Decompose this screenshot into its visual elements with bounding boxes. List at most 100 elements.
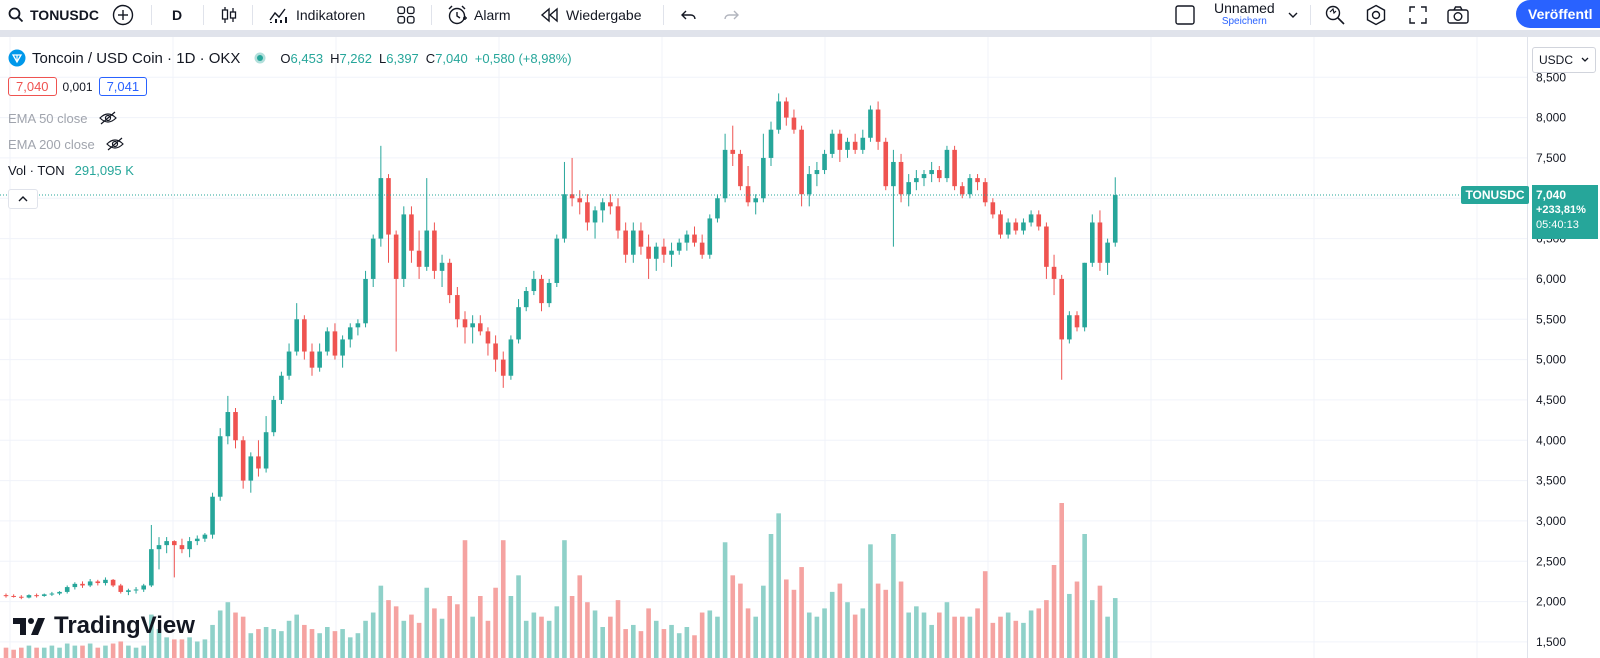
screenshot-button[interactable] <box>1446 0 1470 30</box>
alarm-label: Alarm <box>474 7 511 23</box>
price-tick-label: 4,500 <box>1536 393 1566 407</box>
volume-bar <box>478 596 483 658</box>
fullscreen-button[interactable] <box>1408 0 1428 30</box>
volume-bar <box>355 633 361 658</box>
publish-label: Veröffentl <box>1528 6 1593 22</box>
volume-bar <box>891 534 896 658</box>
volume-bar <box>347 637 353 658</box>
volume-bar <box>1105 616 1110 658</box>
candle-body <box>263 432 269 469</box>
candle-body <box>432 230 437 271</box>
buy-price-button[interactable]: 7,041 <box>98 77 148 96</box>
volume-bar <box>738 583 743 658</box>
candle-body <box>1059 278 1064 340</box>
candle-body <box>378 178 384 239</box>
grid-icon <box>396 5 416 25</box>
eye-hidden-icon[interactable] <box>105 136 125 152</box>
candle-body <box>141 585 146 590</box>
candle-body <box>585 202 590 223</box>
candle-body <box>87 581 93 586</box>
eye-hidden-icon[interactable] <box>98 110 118 126</box>
price-tick-label: 2,000 <box>1536 595 1566 609</box>
last-price-value: 7,040 <box>1536 188 1567 203</box>
candle-body <box>761 157 766 199</box>
volume-bar <box>194 641 200 658</box>
indicators-button[interactable]: Indikatoren <box>268 0 365 30</box>
close-label: C <box>425 50 436 66</box>
layout-menu[interactable]: Unnamed Speichern <box>1174 0 1299 30</box>
candle-body <box>676 242 682 251</box>
candle-body <box>784 101 789 118</box>
candle-body <box>860 137 866 150</box>
candle-body <box>19 596 24 598</box>
settings-button[interactable] <box>1365 0 1387 30</box>
candle-body <box>967 178 973 195</box>
candle-body <box>959 186 965 195</box>
candle-body <box>715 198 720 219</box>
ema200-legend[interactable]: EMA 200 close <box>8 136 125 152</box>
compare-button[interactable] <box>112 0 134 30</box>
candle-body <box>393 234 399 279</box>
collapse-legend-button[interactable] <box>8 189 38 209</box>
price-tick-label: 6,000 <box>1536 272 1566 286</box>
volume-bar <box>72 645 78 658</box>
price-tick-label: 8,500 <box>1536 70 1566 84</box>
last-change-value: +233,81% <box>1536 204 1586 217</box>
volume-bar <box>416 622 422 658</box>
layout-name-block: Unnamed Speichern <box>1214 1 1275 28</box>
candle-body <box>500 359 506 376</box>
symbol-title[interactable]: Toncoin / USD Coin · 1D · OKX <box>32 49 241 67</box>
candle-body <box>118 585 124 592</box>
replay-button[interactable]: Wiedergabe <box>540 0 642 30</box>
publish-button[interactable]: Veröffentl <box>1516 0 1600 28</box>
candle-body <box>164 541 169 546</box>
candle-body <box>852 141 858 150</box>
volume-bar <box>57 647 62 658</box>
volume-bar <box>692 635 697 658</box>
chevron-up-icon <box>17 195 29 203</box>
alarm-button[interactable]: Alarm <box>446 0 511 30</box>
ohlc-values: O 6,453 H 7,262 L 6,397 C 7,040 +0,580 (+8,9… <box>280 51 571 66</box>
symbol-search[interactable]: TONUSDC <box>8 0 99 30</box>
candle-body <box>730 149 736 154</box>
currency-select[interactable]: USDC <box>1532 47 1596 73</box>
interval-button[interactable]: D <box>172 0 182 30</box>
volume-bar <box>141 645 146 658</box>
volume-bar <box>1051 565 1057 658</box>
candle-body <box>355 323 361 328</box>
candle-body <box>982 182 988 203</box>
chart-area[interactable]: 8,5008,0007,5007,0006,5006,0005,5005,000… <box>0 37 1600 658</box>
volume-bar <box>523 620 529 658</box>
volume-bar <box>210 624 215 658</box>
sell-price-button[interactable]: 7,040 <box>8 77 57 96</box>
candle-body <box>1051 266 1057 279</box>
templates-button[interactable] <box>396 0 416 30</box>
candle-body <box>799 129 804 195</box>
ema50-legend[interactable]: EMA 50 close <box>8 110 118 126</box>
quick-search-button[interactable] <box>1324 0 1346 30</box>
volume-bars <box>3 503 1118 658</box>
candle-body <box>294 319 299 352</box>
candle-body <box>363 278 368 324</box>
interval-label: D <box>172 7 183 23</box>
volume-legend[interactable]: Vol · TON 291,095 K <box>8 163 134 178</box>
candle-body <box>279 375 284 400</box>
volume-bar <box>294 614 299 658</box>
chart-type-button[interactable] <box>219 0 239 30</box>
candle-body <box>707 218 713 255</box>
candle-body <box>1021 222 1026 231</box>
volume-bar <box>868 544 873 658</box>
volume-bar <box>325 627 330 658</box>
volume-bar <box>19 647 24 658</box>
tradingview-logo[interactable]: TradingView <box>12 612 195 640</box>
chart-canvas[interactable]: 8,5008,0007,5007,0006,5006,0005,5005,000… <box>0 37 1600 658</box>
volume-bar <box>829 591 835 658</box>
volume-bar <box>1097 585 1103 658</box>
undo-button[interactable] <box>680 0 698 30</box>
price-tick-label: 8,000 <box>1536 111 1566 125</box>
redo-button[interactable] <box>722 0 740 30</box>
toolbar-divider <box>151 5 152 25</box>
volume-bar <box>814 616 820 658</box>
candle-body <box>325 331 330 352</box>
volume-bar <box>103 645 108 658</box>
